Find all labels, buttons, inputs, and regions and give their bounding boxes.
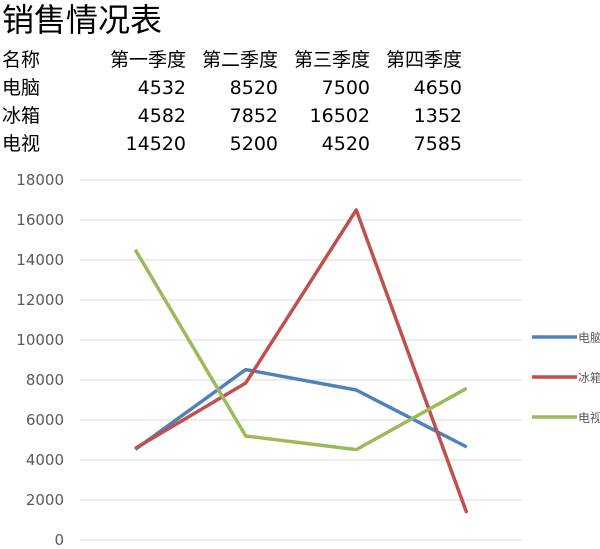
cell-value: 5200	[229, 133, 278, 155]
y-tick-label: 10000	[16, 331, 64, 349]
y-tick-label: 0	[54, 531, 64, 549]
legend-label: 冰箱	[578, 370, 600, 385]
header-q4: 第四季度	[385, 49, 462, 71]
table-row: 电视 14520 5200 4520 7585	[0, 130, 462, 158]
header-name: 名称	[2, 49, 41, 71]
y-tick-label: 6000	[26, 411, 64, 429]
y-tick-label: 8000	[26, 371, 64, 389]
series-line	[133, 248, 468, 452]
cell-value: 4582	[137, 105, 186, 127]
y-tick-label: 2000	[26, 491, 64, 509]
sales-table: 名称 第一季度 第二季度 第三季度 第四季度 电脑 4532 8520 7500…	[0, 46, 462, 158]
cell-value: 4650	[413, 77, 462, 99]
row-name: 冰箱	[2, 105, 41, 127]
row-name: 电脑	[2, 77, 41, 99]
y-tick-label: 4000	[26, 451, 64, 469]
series-line	[134, 208, 469, 514]
legend-label: 电脑	[578, 331, 600, 345]
row-name: 电视	[2, 133, 41, 155]
cell-value: 4532	[137, 77, 186, 99]
y-tick-label: 18000	[16, 171, 64, 189]
table-header-row: 名称 第一季度 第二季度 第三季度 第四季度	[0, 46, 462, 74]
cell-value: 16502	[309, 105, 370, 127]
sheet-title: 销售情况表	[2, 1, 163, 39]
cell-value: 7500	[321, 77, 370, 99]
line-chart: 0 2000 4000 6000 8000 10000 12000 14000 16000 180…	[16, 171, 600, 549]
cell-value: 14520	[125, 133, 186, 155]
legend-label: 电视	[578, 410, 600, 425]
cell-value: 1352	[413, 105, 462, 127]
y-tick-label: 14000	[16, 251, 64, 269]
header-q3: 第三季度	[293, 49, 370, 71]
header-q1: 第一季度	[109, 49, 186, 71]
cell-value: 7852	[229, 105, 278, 127]
cell-value: 7585	[413, 133, 462, 155]
cell-value: 4520	[321, 133, 370, 155]
table-row: 电脑 4532 8520 7500 4650	[0, 74, 462, 102]
table-row: 冰箱 4582 7852 16502 1352	[0, 102, 462, 130]
y-tick-label: 16000	[16, 211, 64, 229]
header-q2: 第二季度	[201, 49, 278, 71]
cell-value: 8520	[229, 77, 278, 99]
y-tick-label: 12000	[16, 291, 64, 309]
